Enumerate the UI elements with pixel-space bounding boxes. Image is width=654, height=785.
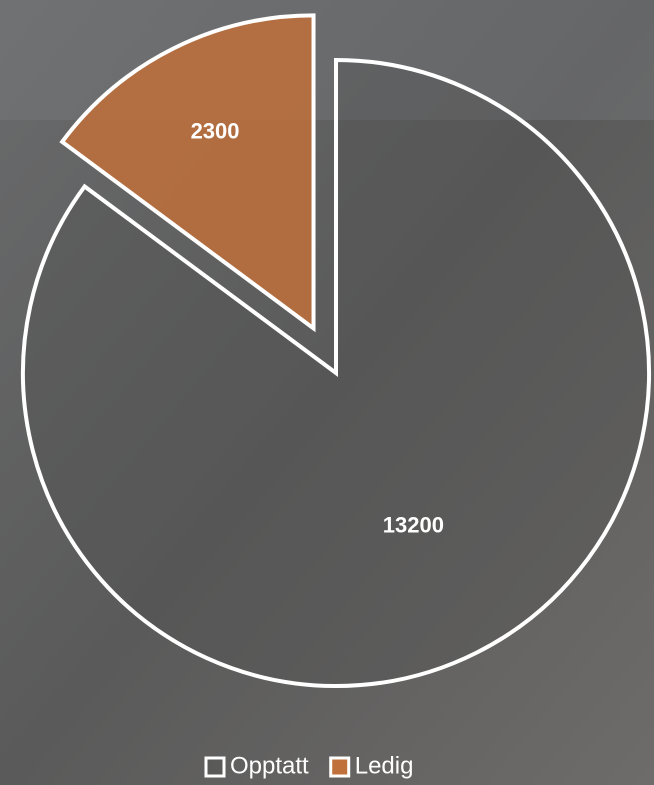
page: {"chart_data": {"type": "pie", "categori… [0, 0, 654, 785]
legend-label: Opptatt [230, 752, 309, 779]
chart: 13200 2300 Opptatt Ledig [0, 0, 654, 785]
data-label: 2300 [191, 118, 240, 143]
legend-swatch [206, 758, 224, 776]
legend-label: Ledig [355, 752, 414, 779]
data-label: 13200 [383, 513, 444, 538]
legend-swatch [331, 758, 349, 776]
